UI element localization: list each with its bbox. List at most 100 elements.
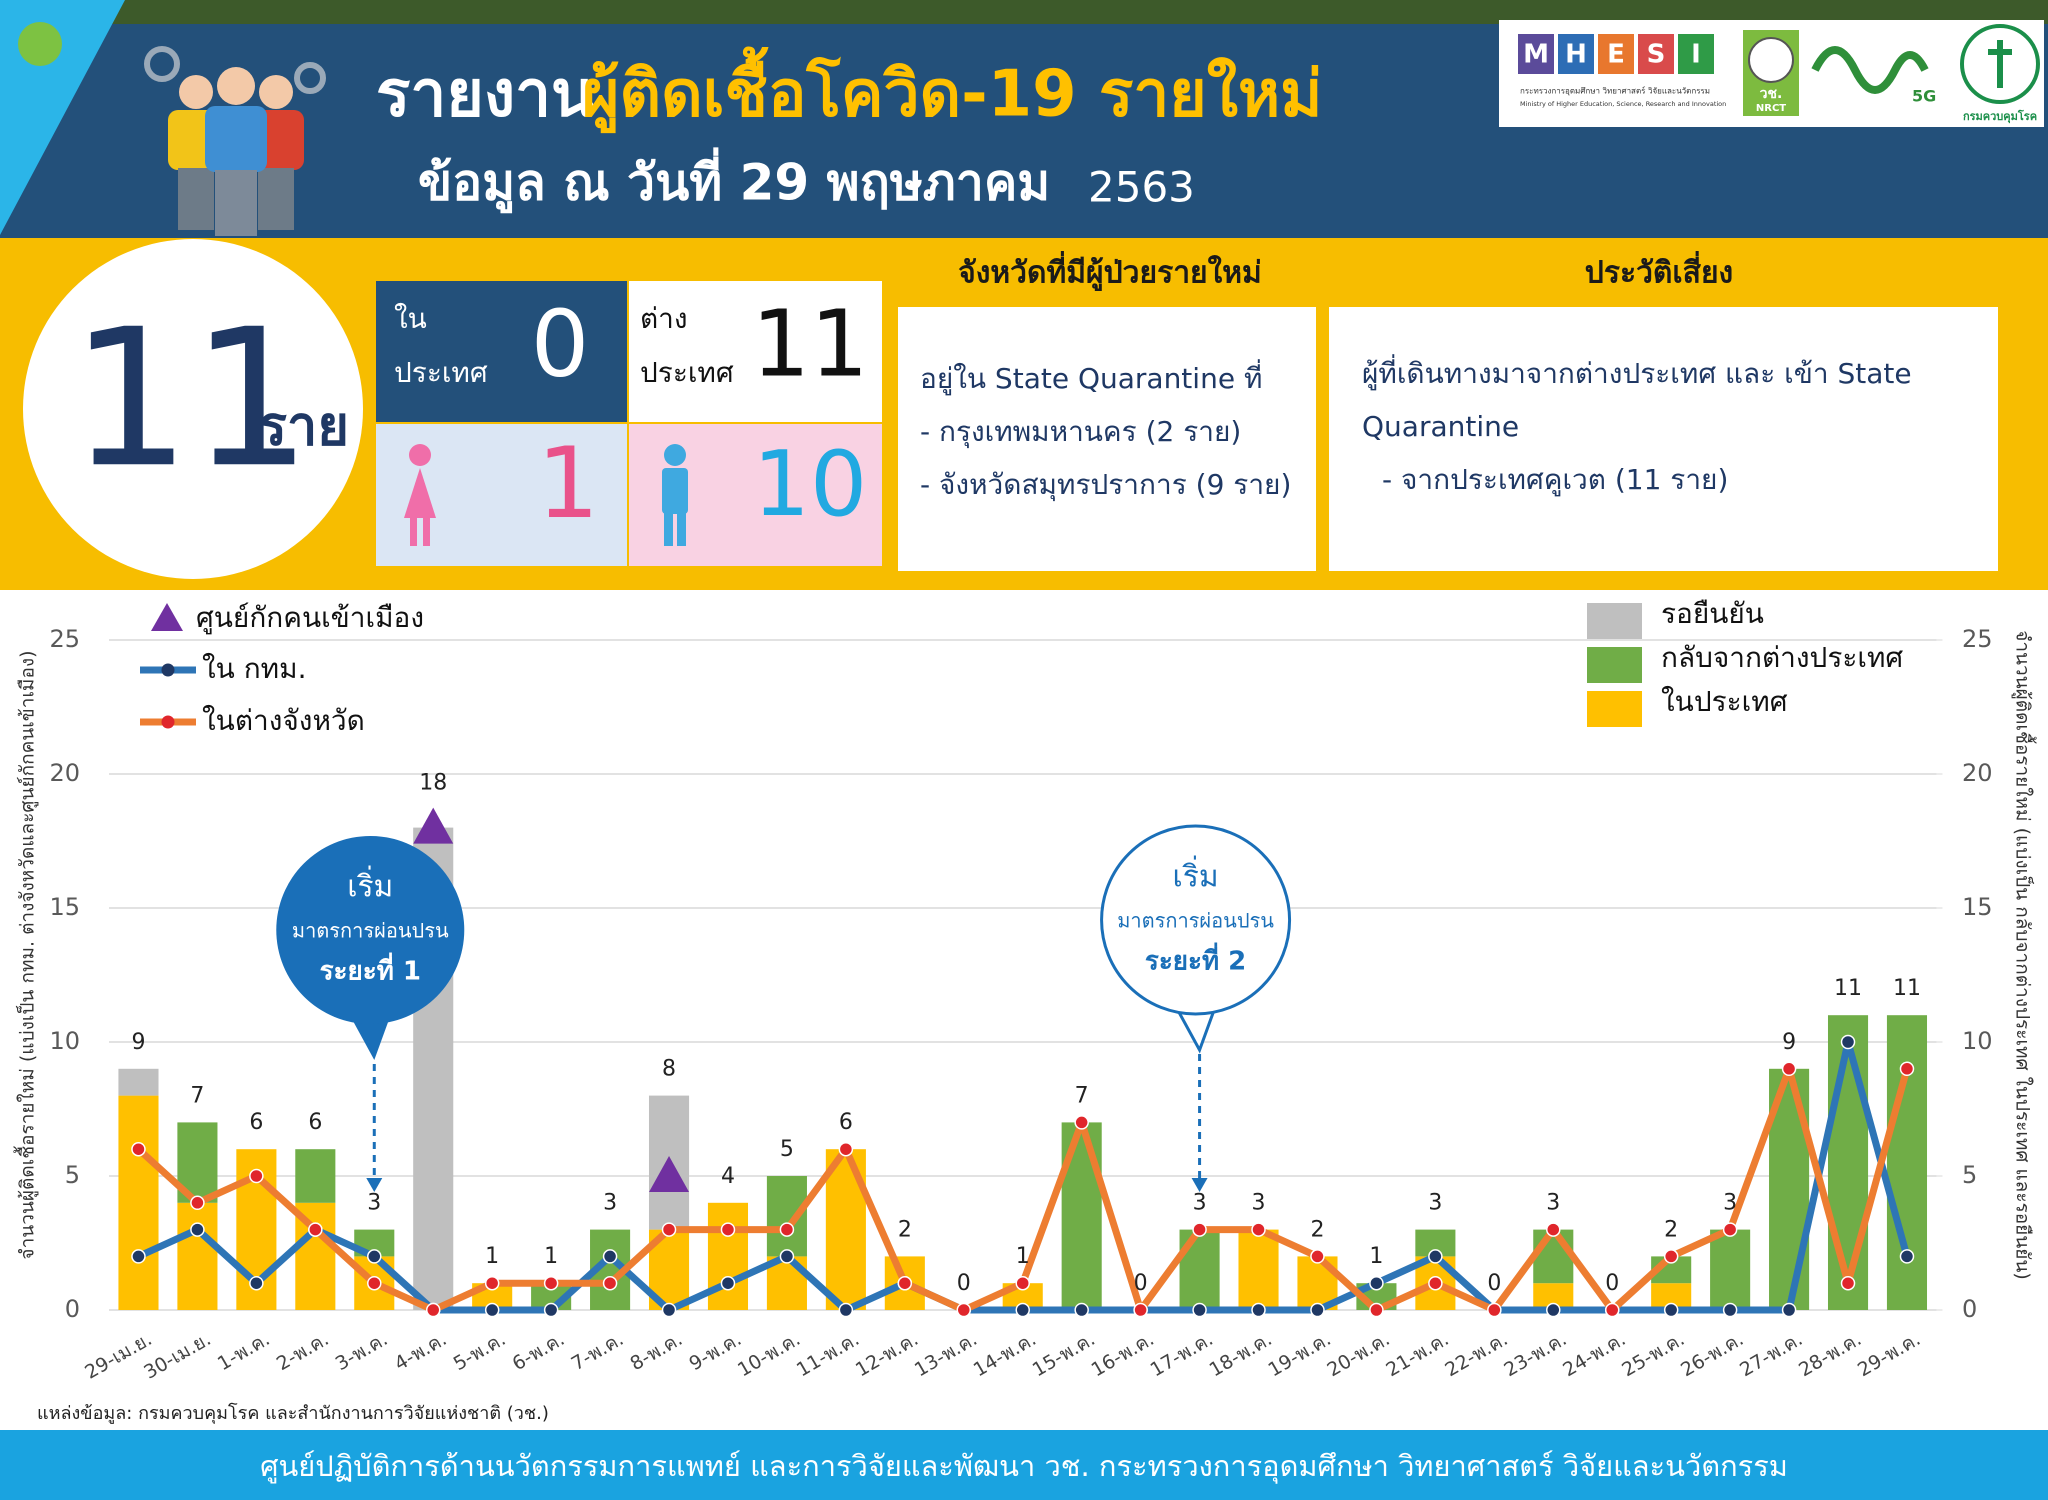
line-marker [1192,1222,1207,1237]
total-count: 11 [70,288,312,509]
abroad-label: ประเทศ [640,356,734,389]
x-tick-label: 4-พ.ค. [391,1328,451,1375]
line-marker [1074,1115,1089,1130]
bar-segment [1710,1229,1751,1310]
nrct-seal [1748,37,1794,83]
legend-label: ในประเทศ [1661,685,1788,718]
line-marker [484,1302,500,1318]
total-label: 8 [662,1057,676,1082]
line-marker [720,1275,736,1291]
total-label: 1 [1016,1244,1030,1269]
total-label: 5 [780,1137,794,1162]
legend-swatch [1587,603,1642,639]
legend-label: ศูนย์กักคนเข้าเมือง [196,601,424,635]
total-label: 2 [1664,1217,1678,1242]
y-tick-label: 15 [49,893,80,921]
logo-letter-box [1518,34,1554,74]
annotation-text: เริ่ม [347,866,393,905]
x-tick-label: 25-พ.ค. [1618,1328,1688,1381]
footer: ศูนย์ปฏิบัติการด้านนวัตกรรมการแพทย์ และก… [260,1449,1788,1484]
x-tick-label: 17-พ.ค. [1147,1328,1217,1381]
ministry-th: กระทรวงการอุดมศึกษา วิทยาศาสตร์ วิจัยและ… [1520,86,1710,96]
legend-label: ใน กทม. [202,652,306,685]
legend-swatch [161,663,175,677]
title-a: รายงาน [376,58,595,132]
line-marker [1899,1249,1915,1264]
annotation-text: ระยะที่ 2 [1145,942,1246,977]
line-marker [543,1302,559,1318]
x-tick-label: 11-พ.ค. [793,1328,863,1381]
annotation-text: เริ่ม [1172,856,1218,895]
line-marker [249,1275,264,1291]
bubble [1100,824,1292,1016]
logo-5g: 5G [1912,87,1936,106]
triangle-marker [413,807,454,844]
bar-segment [1886,1015,1928,1310]
total-label: 3 [367,1191,381,1216]
legend-swatch [151,603,183,631]
line-marker [661,1302,677,1318]
x-tick-label: 22-พ.ค. [1441,1328,1511,1381]
line-marker [308,1222,323,1237]
total-label: 3 [1428,1191,1442,1216]
line-marker [1546,1222,1561,1237]
line-marker [897,1275,913,1291]
x-tick-label: 5-พ.ค. [450,1328,510,1375]
line-marker [1251,1222,1266,1237]
line-marker [1840,1034,1856,1050]
y2-axis-label: จำนวนผู้ติดเชื้อรายใหม่ (แบ่งเป็น กลับจา… [2012,630,2037,1280]
y-tick-label: 25 [49,625,80,653]
line-marker [1428,1275,1443,1291]
annotation-arrowhead [366,1178,383,1192]
line-marker [1663,1249,1679,1264]
legend-label: รอยืนยัน [1661,597,1764,630]
total-label: 6 [308,1110,322,1135]
domestic-label: ใน [394,302,427,335]
line-marker [1015,1275,1030,1291]
nrct-th: วช. [1760,86,1783,102]
x-tick-label: 10-พ.ค. [734,1328,804,1381]
line-marker [1604,1302,1620,1318]
line-marker [1428,1249,1443,1264]
risk-line: ผู้ที่เดินทางมาจากต่างประเทศ และ เข้า St… [1362,354,1912,391]
abroad-box [629,281,882,422]
subtitle-b: 2563 [1088,163,1195,212]
x-tick-label: 1-พ.ค. [214,1328,274,1375]
total-label: 7 [190,1083,204,1108]
line-marker [1722,1222,1738,1237]
provinces-box [898,307,1316,571]
line-marker [1369,1275,1384,1291]
line-marker [1781,1061,1797,1077]
chart: 05101520250510152025จำนวนผู้ติดเชื้อรายใ… [14,597,2037,1384]
x-tick-label: 19-พ.ค. [1265,1328,1335,1381]
line-marker [1015,1302,1030,1318]
domestic-count: 0 [531,290,590,397]
total-label: 3 [1252,1191,1266,1216]
virus-icon [18,22,62,66]
legend-label: ในต่างจังหวัด [202,704,365,737]
line-marker [190,1195,205,1211]
total-label: 2 [1310,1217,1324,1242]
y-tick-label: 20 [49,759,80,787]
line-marker [425,1302,441,1318]
line-marker [367,1249,382,1264]
x-tick-label: 18-พ.ค. [1206,1328,1276,1381]
x-tick-label: 28-พ.ค. [1795,1328,1865,1381]
total-label: 0 [957,1271,971,1296]
legend-swatch [1587,691,1642,727]
ddc-cross [1988,40,2012,88]
total-label: 0 [1487,1271,1501,1296]
line-marker [1310,1302,1325,1318]
risk-line: - จากประเทศคูเวต (11 ราย) [1382,463,1728,497]
y2-tick-label: 20 [1962,759,1993,787]
triangle-marker [649,1156,690,1192]
logo-letter: I [1691,40,1701,70]
line-marker [779,1249,795,1264]
male-icon [662,444,688,546]
total-unit: ราย [258,395,349,458]
male-count: 10 [753,432,868,537]
annotation-text: ระยะที่ 1 [320,952,421,987]
y2-tick-label: 5 [1962,1161,1977,1189]
